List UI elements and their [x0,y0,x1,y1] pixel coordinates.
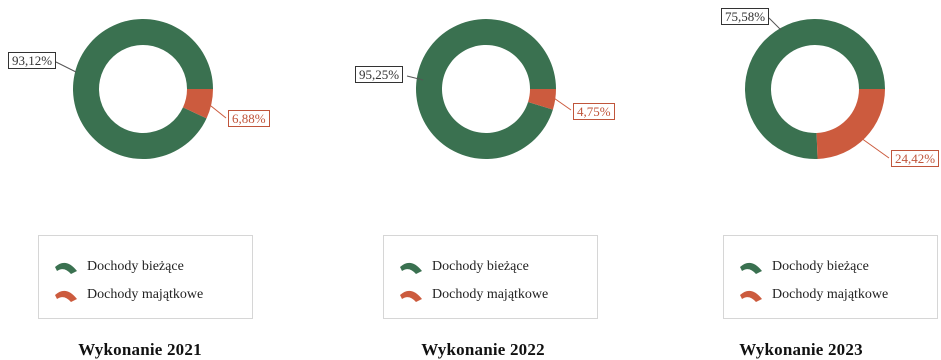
donut-chart-2022 [406,19,572,160]
donut-chart-2023 [745,17,890,160]
slice-dochody-biezace-2021 [73,18,214,159]
legend-swatch-biezace [55,262,77,274]
legend-swatch-majatkowe [400,290,422,302]
leader-majatkowe-2023 [860,137,890,159]
legend-label-biezace: Dochody bieżące [87,259,184,274]
legend-item-biezace: Dochody bieżące [398,258,529,276]
data-label-biezace-2022: 95,25% [355,66,404,83]
chart-panel-2021: 93,12% 6,88% Dochody bieżące Dochody maj… [0,0,280,360]
legend-item-biezace: Dochody bieżące [53,258,184,276]
legend-item-majatkowe: Dochody majątkowe [53,286,203,304]
data-label-majatkowe-2023: 24,42% [891,150,940,167]
leader-majatkowe-2021 [205,101,227,119]
slice-dochody-majatkowe-2022 [528,89,556,110]
legend-2023: Dochody bieżące Dochody majątkowe [723,235,938,319]
legend-label-majatkowe: Dochody majątkowe [432,287,549,302]
data-label-biezace-2021: 93,12% [8,52,57,69]
chart-title-2021: Wykonanie 2021 [78,340,202,359]
legend-item-majatkowe: Dochody majątkowe [738,286,888,304]
legend-swatch-biezace [740,262,762,274]
legend-swatch-majatkowe [740,290,762,302]
chart-title-2022: Wykonanie 2022 [421,340,545,359]
legend-item-biezace: Dochody bieżące [738,258,869,276]
data-label-biezace-2023: 75,58% [721,8,770,25]
legend-label-biezace: Dochody bieżące [772,259,869,274]
slice-dochody-biezace-2023 [745,19,885,160]
legend-swatch-majatkowe [55,290,77,302]
leader-biezace-2022 [406,75,424,81]
legend-label-majatkowe: Dochody majątkowe [87,287,204,302]
legend-item-majatkowe: Dochody majątkowe [398,286,548,304]
chart-panel-2023: 75,58% 24,42% Dochody bieżące Dochody ma… [661,0,941,360]
leader-biezace-2021 [55,61,77,73]
legend-label-majatkowe: Dochody majątkowe [772,287,889,302]
leader-majatkowe-2022 [550,95,572,111]
chart-title-2023: Wykonanie 2023 [739,340,863,359]
data-label-majatkowe-2022: 4,75% [573,103,615,120]
donut-chart-2021 [55,18,227,159]
slice-dochody-majatkowe-2021 [182,89,213,119]
legend-2022: Dochody bieżące Dochody majątkowe [383,235,598,319]
slice-dochody-majatkowe-2023 [816,89,885,159]
legend-swatch-biezace [400,262,422,274]
leader-biezace-2023 [768,17,782,31]
legend-label-biezace: Dochody bieżące [432,259,529,274]
chart-panel-2022: 95,25% 4,75% Dochody bieżące Dochody maj… [343,0,623,360]
slice-dochody-biezace-2022 [416,19,556,160]
data-label-majatkowe-2021: 6,88% [228,110,270,127]
legend-2021: Dochody bieżące Dochody majątkowe [38,235,253,319]
